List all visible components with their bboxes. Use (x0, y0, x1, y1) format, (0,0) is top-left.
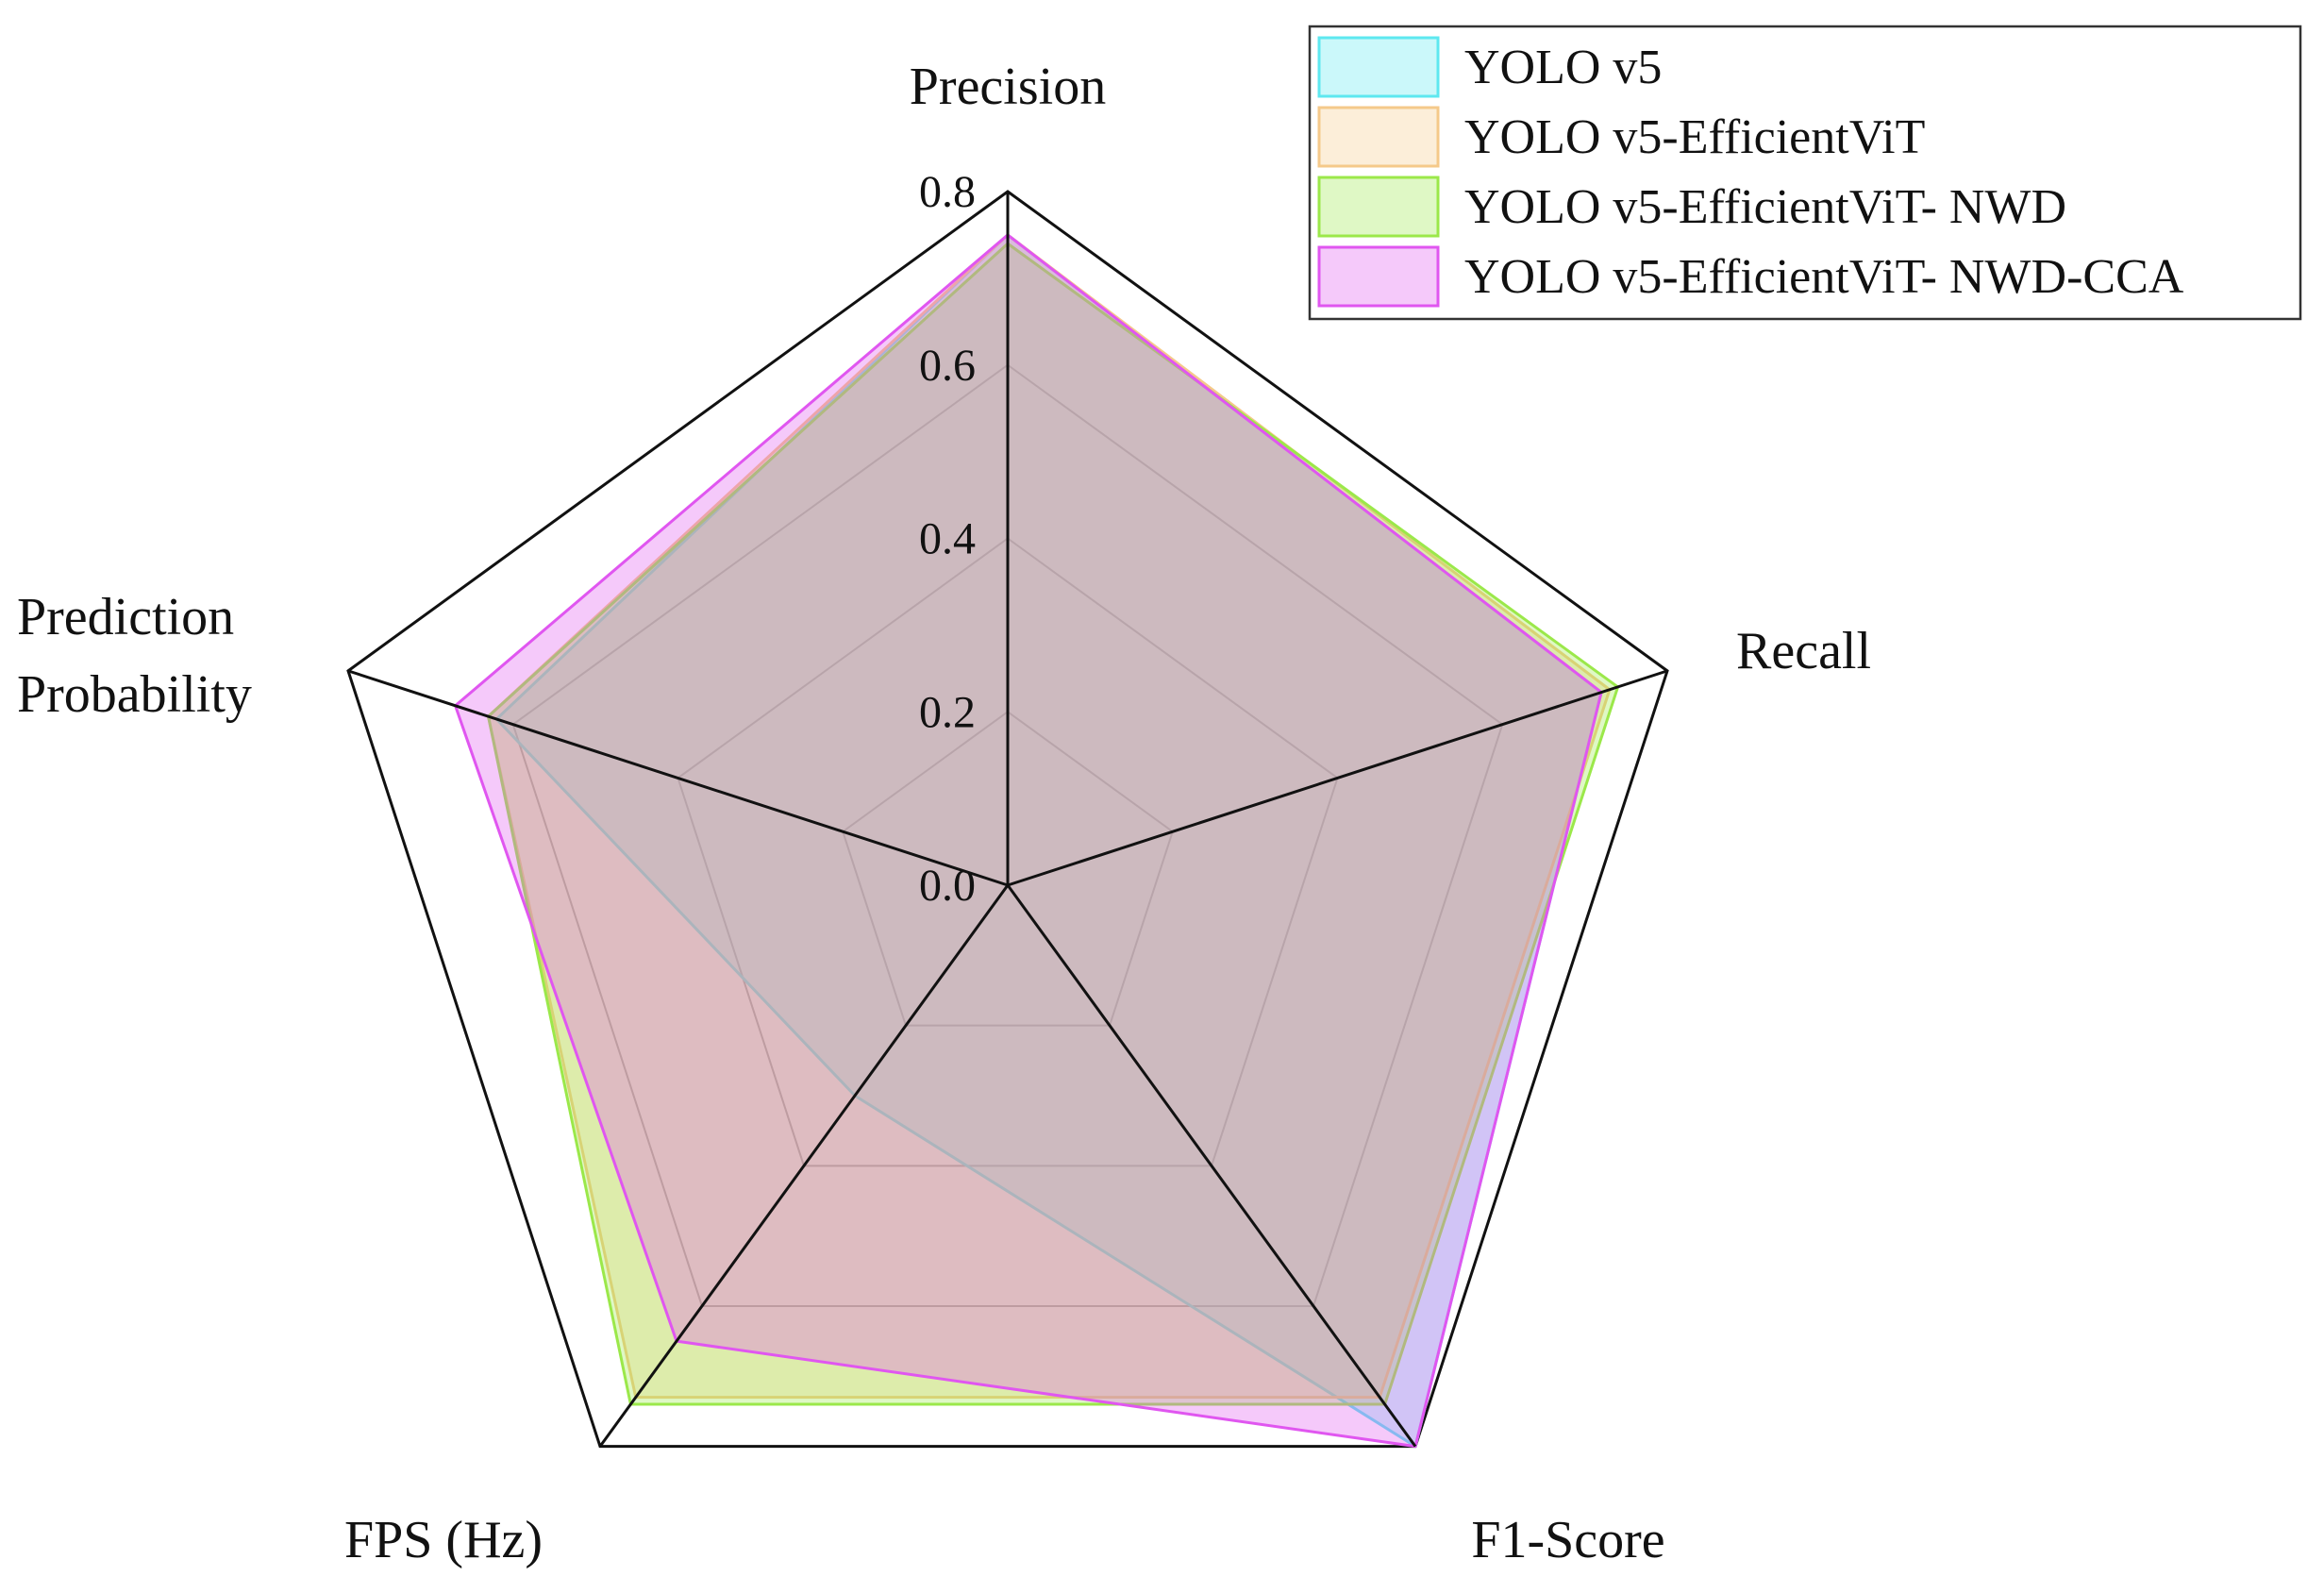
grid-ring (677, 537, 1339, 1167)
spoke-f1-score (1006, 884, 1417, 1448)
radar-grid (346, 190, 1669, 1449)
radial-tick-label: 0.4 (919, 514, 976, 564)
series-polygon-yolo-v5-efficientvit-nwd (487, 242, 1620, 1406)
axis-label-fps-hz: FPS (Hz) (344, 1511, 543, 1569)
legend-swatch-yolo-v5-efficientvit-nwd-cca (1317, 245, 1440, 308)
legend-box (1308, 25, 2302, 321)
legend-label-yolo-v5: YOLO v5 (1464, 41, 1662, 94)
legend: YOLO v5 YOLO v5-EfficientViT YOLO v5-Effic… (1308, 25, 2302, 321)
legend-label-yolo-v5-efficientvit-nwd: YOLO v5-EfficientViT- NWD (1464, 180, 2066, 234)
spoke-recall (1007, 669, 1668, 887)
radial-tick-label: 0.8 (919, 167, 976, 217)
radial-tick-labels: 0.0 0.2 0.4 0.6 0.8 (919, 167, 976, 911)
grid-ring (511, 363, 1504, 1307)
legend-swatch-yolo-v5-efficientvit (1317, 106, 1440, 168)
axis-label-f1-score: F1-Score (1471, 1511, 1664, 1569)
spoke-fps-hz (598, 884, 1010, 1448)
legend-label-yolo-v5-efficientvit: YOLO v5-EfficientViT (1464, 110, 1925, 164)
axis-label-precision: Precision (910, 58, 1106, 116)
grid-ring (842, 711, 1174, 1027)
axis-label-prediction-probability: Probability (17, 665, 252, 724)
spoke-prediction-probability (347, 669, 1009, 887)
series-polygon-yolo-v5-efficientvit-nwd-cca (454, 233, 1603, 1449)
legend-swatch-yolo-v5-efficientvit-nwd (1317, 176, 1440, 238)
radial-tick-label: 0.2 (919, 687, 976, 737)
axis-label-prediction-probability: Prediction (17, 588, 234, 646)
radial-tick-label: 0.0 (919, 861, 976, 911)
axis-label-recall: Recall (1736, 622, 1871, 680)
radial-tick-label: 0.6 (919, 341, 976, 391)
outer-ring (346, 190, 1669, 1449)
legend-swatch-yolo-v5 (1317, 36, 1440, 98)
series-layer (454, 233, 1620, 1449)
radar-spokes (347, 192, 1668, 1448)
legend-label-yolo-v5-efficientvit-nwd-cca: YOLO v5-EfficientViT- NWD-CCA (1464, 250, 2184, 304)
axis-labels: Precision Recall F1-Score FPS (Hz) Predictio… (17, 58, 1871, 1569)
